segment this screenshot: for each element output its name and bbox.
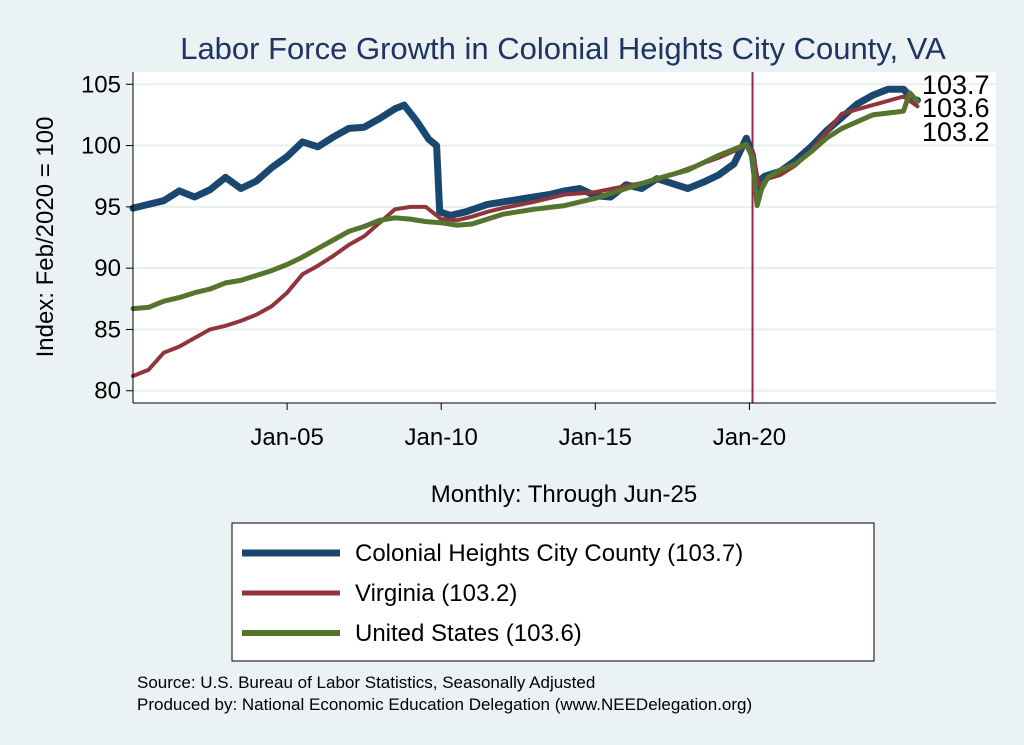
end-label-colonial-heights: 103.7 — [922, 70, 990, 100]
legend-label-colonial-heights: Colonial Heights City County (103.7) — [355, 540, 743, 567]
legend-label-virginia: Virginia (103.2) — [355, 580, 517, 607]
x-tick-label: Jan-10 — [405, 424, 478, 451]
end-label-united-states: 103.6 — [922, 93, 990, 123]
legend-label-united-states: United States (103.6) — [355, 620, 582, 647]
axes: 80 85 90 95 100 105 Jan-05 Jan-10 Jan-15 Jan-20 — [81, 71, 996, 451]
x-tick-label: Jan-15 — [559, 424, 632, 451]
y-tick-label: 105 — [81, 71, 121, 98]
x-axis-title: Monthly: Through Jun-25 — [431, 481, 697, 508]
series-line-united-states — [130, 90, 920, 312]
y-tick-label: 100 — [81, 133, 121, 160]
x-tick-label: Jan-05 — [250, 424, 323, 451]
series-line-virginia — [131, 94, 920, 378]
series-lines — [129, 85, 921, 378]
y-tick-label: 90 — [94, 255, 121, 282]
produced-note: Produced by: National Economic Education… — [137, 695, 752, 714]
y-tick-label: 85 — [94, 316, 121, 343]
legend: Colonial Heights City County (103.7) Vir… — [231, 522, 875, 662]
source-note: Source: U.S. Bureau of Labor Statistics,… — [137, 673, 595, 692]
chart-title: Labor Force Growth in Colonial Heights C… — [180, 31, 946, 66]
end-label-virginia: 103.2 — [922, 117, 990, 147]
y-tick-label: 80 — [94, 378, 121, 405]
x-tick-label: Jan-20 — [713, 424, 786, 451]
plot-area — [133, 72, 996, 403]
end-labels: 103.7 103.6 103.2 — [922, 70, 990, 147]
y-axis-title: Index: Feb/2020 = 100 — [32, 117, 59, 358]
y-tick-label: 95 — [94, 194, 121, 221]
